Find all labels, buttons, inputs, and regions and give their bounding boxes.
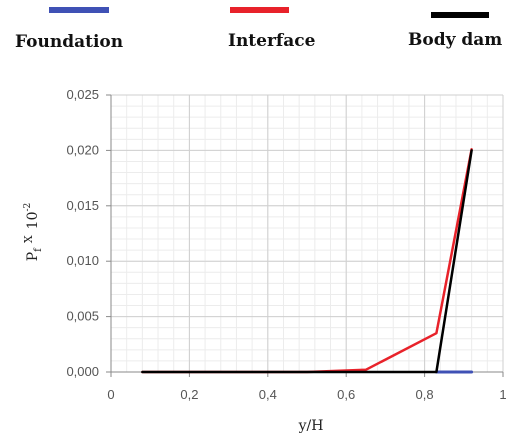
y-tick-label: 0,000: [66, 364, 99, 379]
y-axis-title: PfX 10-2: [22, 203, 44, 262]
y-tick-label: 0,015: [66, 198, 99, 213]
y-tick-label: 0,010: [66, 253, 99, 268]
x-tick-label: 0,8: [416, 387, 434, 402]
y-tick-label: 0,025: [66, 87, 99, 102]
svg-text:PfX10-2: PfX 10-2: [22, 203, 44, 262]
legend-label-interface: Interface: [228, 31, 316, 51]
legend-label-foundation: Foundation: [15, 32, 123, 52]
x-tick-label: 0,4: [259, 387, 277, 402]
x-tick-label: 0,6: [337, 387, 355, 402]
y-axis-title-symbol: P: [25, 252, 41, 261]
x-tick-label: 1: [499, 387, 506, 402]
legend-label-body-dam: Body dam: [408, 30, 502, 50]
x-tick-label: 0,2: [180, 387, 198, 402]
y-tick-label: 0,005: [66, 309, 99, 324]
y-tick-label: 0,020: [66, 142, 99, 157]
legend-swatch-interface: [230, 7, 289, 13]
legend-item-foundation: Foundation: [15, 7, 123, 52]
legend-item-body-dam: Body dam: [408, 12, 502, 50]
x-axis-title: y/H: [298, 418, 324, 434]
y-axis: 0,000 0,005 0,010 0,015 0,020 0,025: [66, 87, 112, 379]
y-axis-title-power: 10: [25, 211, 41, 229]
series-layer: [141, 148, 474, 374]
legend-item-interface: Interface: [228, 7, 316, 51]
legend-swatch-foundation: [49, 7, 109, 13]
x-axis: 0 0,2 0,4 0,6 0,8 1: [107, 371, 507, 402]
series-line-body-dam: [141, 149, 473, 374]
legend-swatch-body-dam: [431, 12, 489, 18]
grid: [110, 94, 504, 373]
y-axis-title-times: X: [22, 235, 35, 243]
y-axis-title-subscript: f: [33, 247, 44, 252]
x-tick-label: 0: [107, 387, 114, 402]
legend: Foundation Interface Body dam: [15, 7, 502, 52]
y-axis-title-exponent: -2: [23, 203, 33, 212]
